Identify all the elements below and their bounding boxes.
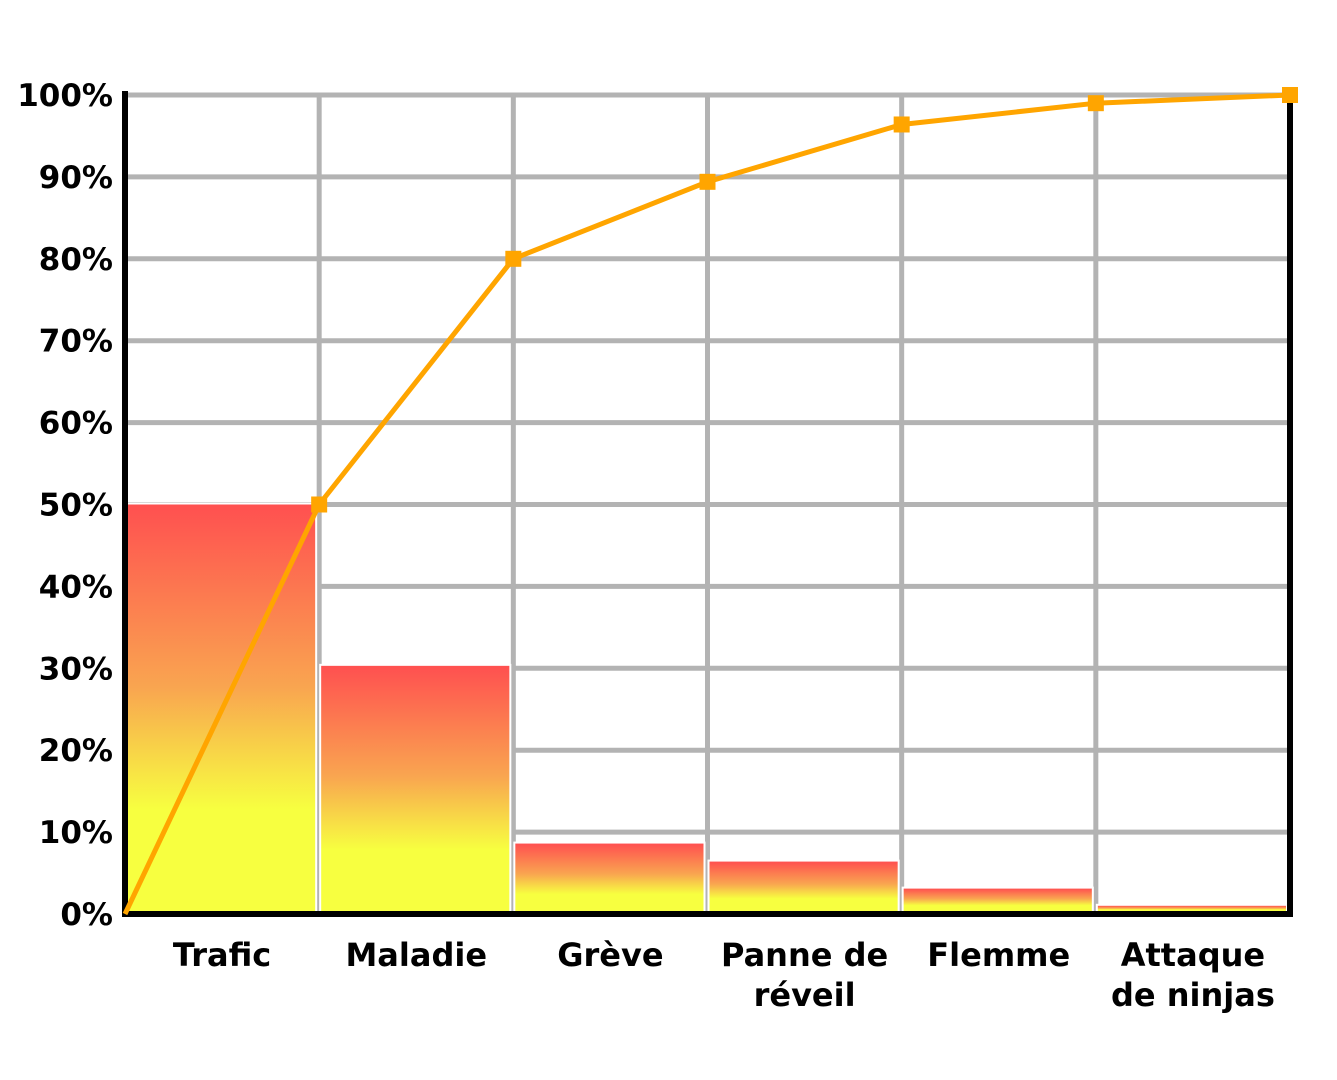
y-tick-label: 90%: [39, 160, 113, 196]
category-label-line: Maladie: [345, 936, 487, 974]
category-label-line: Trafic: [173, 936, 271, 974]
y-tick-label: 80%: [39, 242, 113, 278]
y-tick-labels: 0% 10% 20% 30% 40% 50% 60% 70% 80% 90% 100%: [17, 78, 113, 933]
cumulative-marker-5: [1282, 87, 1298, 103]
y-tick-label: 40%: [39, 569, 113, 605]
y-tick-label: 100%: [17, 78, 113, 114]
category-labels: Trafic Maladie Grève Panne de réveil Flemme At…: [173, 936, 1275, 1014]
cumulative-marker-3: [893, 116, 910, 133]
category-label-line: de ninjas: [1111, 976, 1275, 1014]
category-label-line: Attaque: [1121, 936, 1265, 974]
cumulative-marker-0: [311, 496, 328, 513]
category-label: Flemme: [927, 936, 1070, 974]
category-label: Grève: [557, 936, 663, 974]
axes: [122, 91, 1293, 917]
y-tick-label: 10%: [39, 815, 113, 851]
cumulative-marker-2: [699, 173, 716, 190]
category-label-line: Grève: [557, 936, 663, 974]
bar-4: [903, 888, 1092, 911]
category-label: Trafic: [173, 936, 271, 974]
cumulative-line: [122, 87, 1298, 916]
cumulative-marker-4: [1087, 95, 1104, 112]
category-label: Maladie: [345, 936, 487, 974]
y-tick-label: 0%: [60, 897, 113, 933]
category-label-line: Panne de: [721, 936, 888, 974]
y-tick-label: 60%: [39, 406, 113, 442]
y-tick-label: 70%: [39, 324, 113, 360]
category-label-line: Flemme: [927, 936, 1070, 974]
cumulative-marker-1: [505, 250, 522, 267]
bar-3: [709, 861, 898, 911]
bar-2: [515, 843, 704, 911]
category-label: Panne de réveil: [721, 936, 888, 1014]
category-label: Attaque de ninjas: [1111, 936, 1275, 1014]
y-tick-label: 50%: [39, 488, 113, 524]
y-tick-label: 30%: [39, 651, 113, 687]
bar-1: [321, 665, 510, 911]
y-tick-label: 20%: [39, 733, 113, 769]
bar-5: [1097, 905, 1286, 911]
category-label-line: réveil: [754, 976, 856, 1014]
